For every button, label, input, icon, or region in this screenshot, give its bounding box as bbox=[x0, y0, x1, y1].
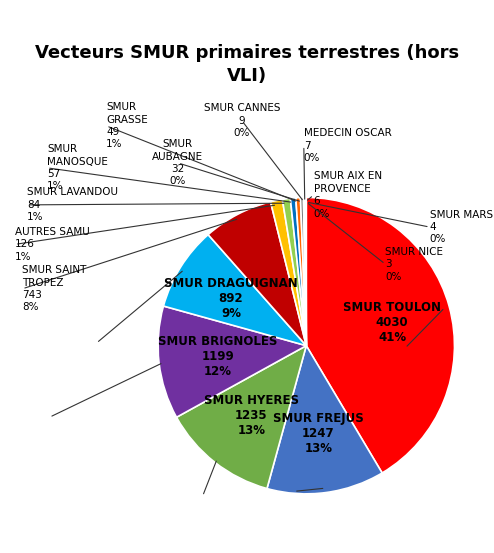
Wedge shape bbox=[267, 346, 382, 494]
Wedge shape bbox=[290, 198, 306, 346]
Wedge shape bbox=[303, 197, 306, 346]
Text: SMUR FREJUS
1247
13%: SMUR FREJUS 1247 13% bbox=[273, 413, 364, 455]
Text: MEDECIN OSCAR
7
0%: MEDECIN OSCAR 7 0% bbox=[304, 128, 392, 163]
Text: SMUR CANNES
9
0%: SMUR CANNES 9 0% bbox=[204, 103, 280, 138]
Wedge shape bbox=[208, 202, 306, 346]
Wedge shape bbox=[158, 306, 306, 418]
Text: SMUR DRAGUIGNAN
892
9%: SMUR DRAGUIGNAN 892 9% bbox=[164, 277, 298, 320]
Wedge shape bbox=[296, 197, 306, 346]
Wedge shape bbox=[271, 200, 306, 346]
Wedge shape bbox=[300, 197, 306, 346]
Wedge shape bbox=[164, 234, 306, 346]
Wedge shape bbox=[283, 199, 306, 346]
Text: Vecteurs SMUR primaires terrestres (hors
VLI): Vecteurs SMUR primaires terrestres (hors… bbox=[35, 44, 459, 85]
Wedge shape bbox=[306, 197, 454, 473]
Text: SMUR LAVANDOU
84
1%: SMUR LAVANDOU 84 1% bbox=[27, 187, 118, 222]
Wedge shape bbox=[176, 346, 306, 488]
Text: SMUR BRIGNOLES
1199
12%: SMUR BRIGNOLES 1199 12% bbox=[158, 335, 278, 378]
Text: SMUR AIX EN
PROVENCE
6
0%: SMUR AIX EN PROVENCE 6 0% bbox=[314, 171, 382, 218]
Text: SMUR SAINT
TROPEZ
743
8%: SMUR SAINT TROPEZ 743 8% bbox=[22, 265, 86, 312]
Wedge shape bbox=[304, 197, 306, 346]
Text: SMUR HYERES
1235
13%: SMUR HYERES 1235 13% bbox=[204, 394, 299, 437]
Text: SMUR MARSEILLE
4
0%: SMUR MARSEILLE 4 0% bbox=[430, 210, 494, 244]
Text: SMUR NICE
3
0%: SMUR NICE 3 0% bbox=[385, 247, 443, 281]
Text: SMUR TOULON
4030
41%: SMUR TOULON 4030 41% bbox=[343, 301, 441, 343]
Text: AUTRES SAMU
126
1%: AUTRES SAMU 126 1% bbox=[15, 227, 89, 262]
Text: SMUR
AUBAGNE
32
0%: SMUR AUBAGNE 32 0% bbox=[152, 139, 204, 186]
Text: SMUR
MANOSQUE
57
1%: SMUR MANOSQUE 57 1% bbox=[47, 144, 108, 191]
Wedge shape bbox=[305, 197, 306, 346]
Text: SMUR
GRASSE
49
1%: SMUR GRASSE 49 1% bbox=[106, 102, 148, 149]
